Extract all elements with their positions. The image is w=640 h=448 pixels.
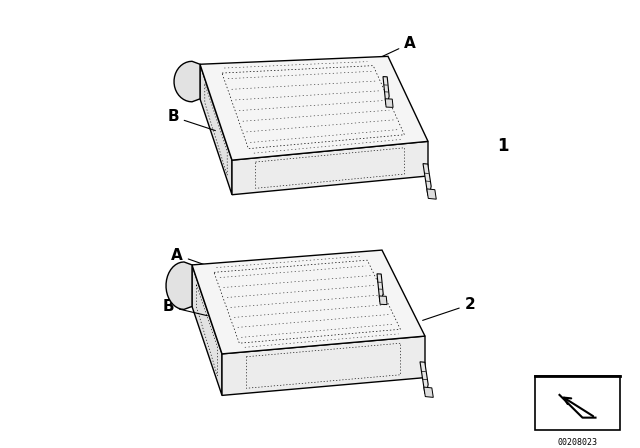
Polygon shape: [192, 250, 425, 354]
Text: 2: 2: [422, 297, 476, 320]
Polygon shape: [423, 164, 431, 195]
Polygon shape: [383, 77, 389, 104]
Polygon shape: [377, 274, 383, 302]
Polygon shape: [200, 56, 428, 160]
Text: B: B: [162, 299, 207, 316]
Polygon shape: [420, 362, 428, 394]
Polygon shape: [424, 387, 433, 397]
Polygon shape: [192, 265, 222, 396]
Text: A: A: [358, 36, 416, 68]
Polygon shape: [200, 64, 232, 195]
Polygon shape: [232, 142, 428, 195]
Polygon shape: [166, 262, 192, 310]
Text: 1: 1: [497, 137, 509, 155]
Polygon shape: [385, 99, 393, 108]
Polygon shape: [174, 61, 200, 102]
Text: B: B: [167, 109, 216, 131]
Polygon shape: [427, 189, 436, 199]
Text: 00208023: 00208023: [557, 438, 598, 447]
Text: A: A: [171, 248, 222, 271]
Polygon shape: [380, 296, 387, 305]
Polygon shape: [222, 336, 425, 396]
Bar: [535, 375, 620, 430]
